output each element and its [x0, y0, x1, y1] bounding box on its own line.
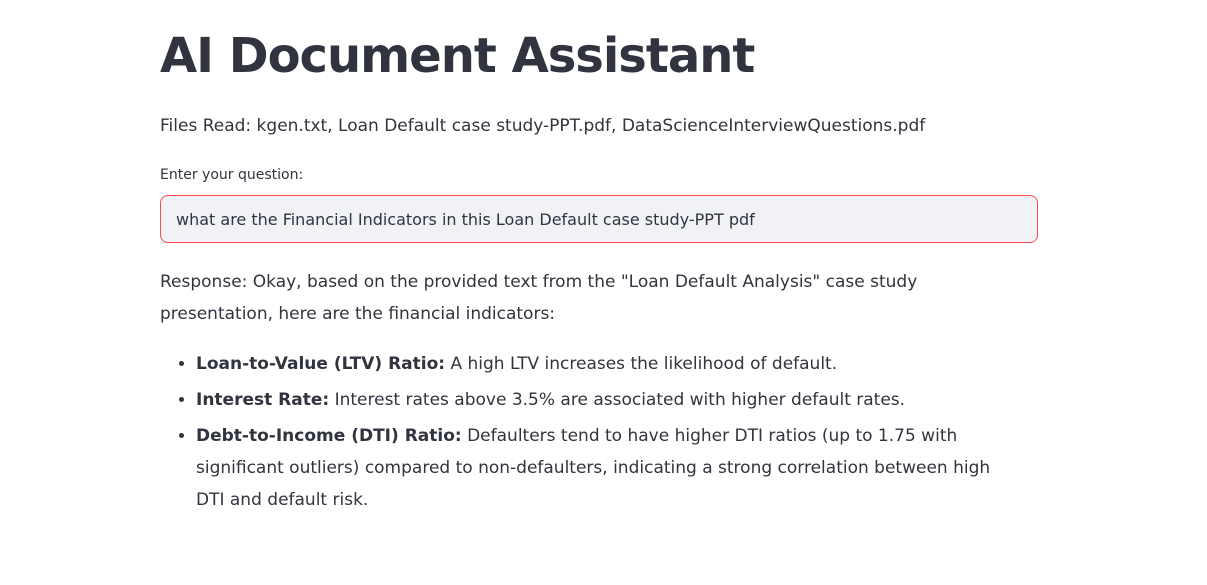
response-area: Response: Okay, based on the provided te…: [160, 266, 1020, 520]
indicator-term: Debt-to-Income (DTI) Ratio:: [196, 426, 462, 446]
indicator-list: Loan-to-Value (LTV) Ratio: A high LTV in…: [160, 348, 1020, 516]
files-read-text: Files Read: kgen.txt, Loan Default case …: [160, 116, 926, 136]
list-item: Interest Rate: Interest rates above 3.5%…: [196, 384, 1020, 416]
list-item: Loan-to-Value (LTV) Ratio: A high LTV in…: [196, 348, 1020, 380]
indicator-description: Interest rates above 3.5% are associated…: [329, 390, 906, 410]
question-label: Enter your question:: [160, 167, 304, 183]
indicator-term: Loan-to-Value (LTV) Ratio:: [196, 354, 446, 374]
indicator-description: Defaulters tend to have higher DTI ratio…: [196, 426, 991, 510]
indicator-description: A high LTV increases the likelihood of d…: [445, 354, 838, 374]
page-title: AI Document Assistant: [160, 28, 755, 84]
response-intro: Response: Okay, based on the provided te…: [160, 272, 918, 324]
question-input[interactable]: [160, 195, 1038, 243]
indicator-term: Interest Rate:: [196, 390, 330, 410]
list-item: Debt-to-Income (DTI) Ratio: Defaulters t…: [196, 420, 1020, 516]
